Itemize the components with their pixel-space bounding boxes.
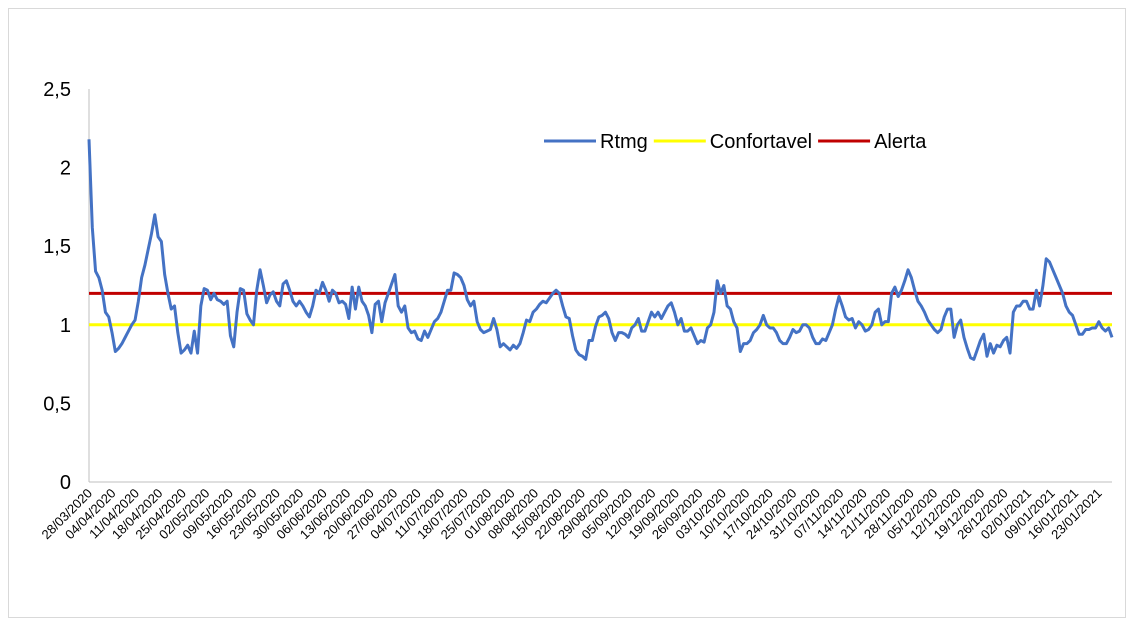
y-tick-label: 1 <box>60 315 71 337</box>
x-axis-ticks: 28/03/202004/04/202011/04/202018/04/2020… <box>38 486 1104 543</box>
line-chart: 0 0,5 1 1,5 2 2,5 28/03/202004/04/202011/04/2… <box>38 79 1114 543</box>
legend-label-alerta: Alerta <box>874 131 927 153</box>
legend-label-rtmg: Rtmg <box>600 131 648 153</box>
series-layer <box>87 139 1114 361</box>
legend: Rtmg Confortavel Alerta <box>544 131 927 153</box>
y-axis-ticks: 0 0,5 1 1,5 2 2,5 <box>43 79 71 494</box>
legend-label-confortavel: Confortavel <box>710 131 812 153</box>
y-tick-label: 0 <box>60 472 71 494</box>
series-line-rtmg <box>87 139 1114 361</box>
y-tick-label: 2,5 <box>43 79 71 101</box>
y-tick-label: 2 <box>60 158 71 180</box>
y-tick-label: 0,5 <box>43 393 71 415</box>
chart-frame: 0 0,5 1 1,5 2 2,5 28/03/2020 04/04/2020 11/04/2… <box>8 8 1126 618</box>
y-tick-label: 1,5 <box>43 236 71 258</box>
